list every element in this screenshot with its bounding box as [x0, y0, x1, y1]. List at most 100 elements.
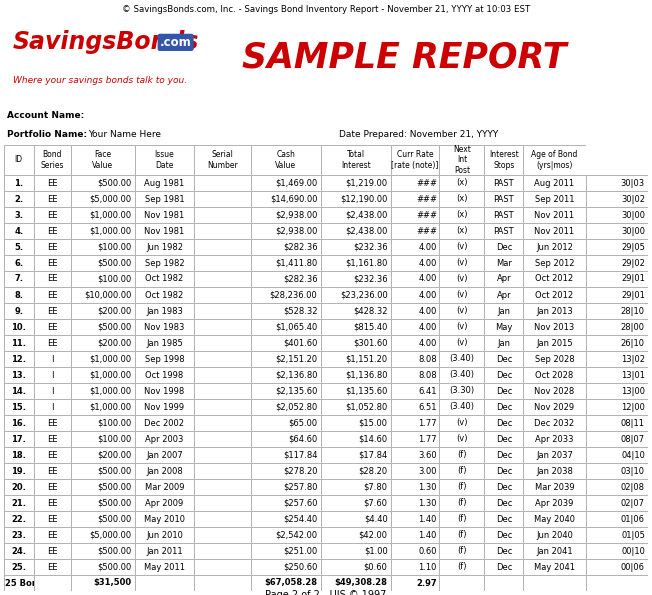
Text: Sep 1982: Sep 1982 [145, 258, 185, 268]
Text: $1,065.40: $1,065.40 [275, 322, 318, 331]
Text: Oct 1982: Oct 1982 [145, 274, 184, 283]
Text: $23,236.00: $23,236.00 [340, 290, 387, 299]
Text: $14,690.00: $14,690.00 [270, 195, 318, 203]
Text: Dec: Dec [496, 515, 512, 524]
Text: (f): (f) [457, 499, 467, 508]
Text: EE: EE [47, 466, 57, 475]
Text: (v): (v) [456, 306, 467, 315]
Text: $200.00: $200.00 [97, 306, 132, 315]
Text: 30|00: 30|00 [621, 227, 645, 236]
Text: $1,000.00: $1,000.00 [89, 402, 132, 412]
Text: EE: EE [47, 546, 57, 556]
Text: Nov 2011: Nov 2011 [535, 227, 574, 236]
Text: Sep 1998: Sep 1998 [145, 355, 185, 364]
Text: 4.00: 4.00 [419, 258, 437, 268]
Text: EE: EE [47, 306, 57, 315]
Text: May 2010: May 2010 [144, 515, 185, 524]
Text: 22.: 22. [11, 515, 26, 524]
Text: $5,000.00: $5,000.00 [89, 195, 132, 203]
Text: 16.: 16. [11, 418, 26, 427]
Text: © SavingsBonds.com, Inc. - Savings Bond Inventory Report - November 21, YYYY at : © SavingsBonds.com, Inc. - Savings Bond … [122, 5, 530, 14]
Text: 15.: 15. [11, 402, 26, 412]
Text: $500.00: $500.00 [97, 515, 132, 524]
Text: 4.00: 4.00 [419, 306, 437, 315]
Text: $1,411.80: $1,411.80 [275, 258, 318, 268]
Text: Dec: Dec [496, 371, 512, 380]
Text: $1,219.00: $1,219.00 [346, 178, 387, 187]
Text: $200.00: $200.00 [97, 450, 132, 459]
Text: (f): (f) [457, 562, 467, 572]
Text: (f): (f) [457, 450, 467, 459]
Text: Aug 2011: Aug 2011 [535, 178, 574, 187]
Text: 1.77: 1.77 [419, 434, 437, 443]
Text: (3.40): (3.40) [449, 402, 475, 412]
Text: $1,151.20: $1,151.20 [346, 355, 387, 364]
Text: Oct 2012: Oct 2012 [535, 290, 574, 299]
Text: (v): (v) [456, 290, 467, 299]
Text: (f): (f) [457, 546, 467, 556]
Text: Nov 1981: Nov 1981 [144, 211, 185, 220]
Text: Dec 2032: Dec 2032 [535, 418, 574, 427]
Text: May 2011: May 2011 [144, 562, 185, 572]
Text: $1,000.00: $1,000.00 [89, 355, 132, 364]
Text: Where your savings bonds talk to you.: Where your savings bonds talk to you. [13, 76, 187, 85]
Text: $251.00: $251.00 [283, 546, 318, 556]
Text: $100.00: $100.00 [97, 243, 132, 252]
Text: (x): (x) [456, 211, 467, 220]
Text: 3.60: 3.60 [419, 450, 437, 459]
Text: 29|01: 29|01 [621, 274, 645, 283]
Text: Oct 1998: Oct 1998 [145, 371, 184, 380]
Text: $10,000.00: $10,000.00 [84, 290, 132, 299]
Text: Curr Rate
[rate (note)]: Curr Rate [rate (note)] [391, 151, 439, 170]
Text: 2.: 2. [14, 195, 23, 203]
Text: 20.: 20. [11, 483, 26, 491]
Text: $500.00: $500.00 [97, 178, 132, 187]
Text: Mar 2039: Mar 2039 [535, 483, 574, 491]
Text: ###: ### [416, 195, 437, 203]
Text: (3.40): (3.40) [449, 355, 475, 364]
Text: Jan 2008: Jan 2008 [146, 466, 183, 475]
Text: Nov 1981: Nov 1981 [144, 227, 185, 236]
Text: Apr 2003: Apr 2003 [145, 434, 184, 443]
Text: Jan 1983: Jan 1983 [146, 306, 183, 315]
Text: Dec: Dec [496, 546, 512, 556]
Text: $500.00: $500.00 [97, 562, 132, 572]
Text: 00|10: 00|10 [621, 546, 645, 556]
Text: $2,438.00: $2,438.00 [345, 211, 387, 220]
Text: Dec: Dec [496, 355, 512, 364]
Text: 1.77: 1.77 [419, 418, 437, 427]
Text: $1,469.00: $1,469.00 [275, 178, 318, 187]
Text: Total
Interest: Total Interest [341, 151, 371, 170]
Text: $232.36: $232.36 [353, 243, 387, 252]
Text: Age of Bond
(yrs|mos): Age of Bond (yrs|mos) [531, 151, 578, 170]
Text: $2,052.80: $2,052.80 [275, 402, 318, 412]
Text: EE: EE [47, 211, 57, 220]
Text: (v): (v) [456, 258, 467, 268]
Text: $250.60: $250.60 [283, 562, 318, 572]
Text: EE: EE [47, 243, 57, 252]
Text: EE: EE [47, 562, 57, 572]
Text: 4.00: 4.00 [419, 339, 437, 347]
Text: Date Prepared: November 21, YYYY: Date Prepared: November 21, YYYY [339, 130, 498, 139]
Text: $278.20: $278.20 [283, 466, 318, 475]
Text: Nov 2011: Nov 2011 [535, 211, 574, 220]
Text: $49,308.28: $49,308.28 [334, 578, 387, 587]
Text: $42.00: $42.00 [359, 531, 387, 540]
Text: Dec 2002: Dec 2002 [144, 418, 185, 427]
Text: $254.40: $254.40 [283, 515, 318, 524]
Text: Sep 2012: Sep 2012 [535, 258, 574, 268]
Text: $301.60: $301.60 [353, 339, 387, 347]
Text: Mar: Mar [496, 258, 512, 268]
Text: .com: .com [160, 36, 192, 49]
Text: 25 Bonds: 25 Bonds [5, 578, 49, 587]
Text: $500.00: $500.00 [97, 499, 132, 508]
Text: $12,190.00: $12,190.00 [340, 195, 387, 203]
Text: PAST: PAST [494, 211, 514, 220]
Text: $200.00: $200.00 [97, 339, 132, 347]
Text: $1,161.80: $1,161.80 [345, 258, 387, 268]
Text: 7.: 7. [14, 274, 23, 283]
Text: Oct 2012: Oct 2012 [535, 274, 574, 283]
Text: 13|02: 13|02 [621, 355, 645, 364]
Text: $815.40: $815.40 [353, 322, 387, 331]
Text: $401.60: $401.60 [283, 339, 318, 347]
